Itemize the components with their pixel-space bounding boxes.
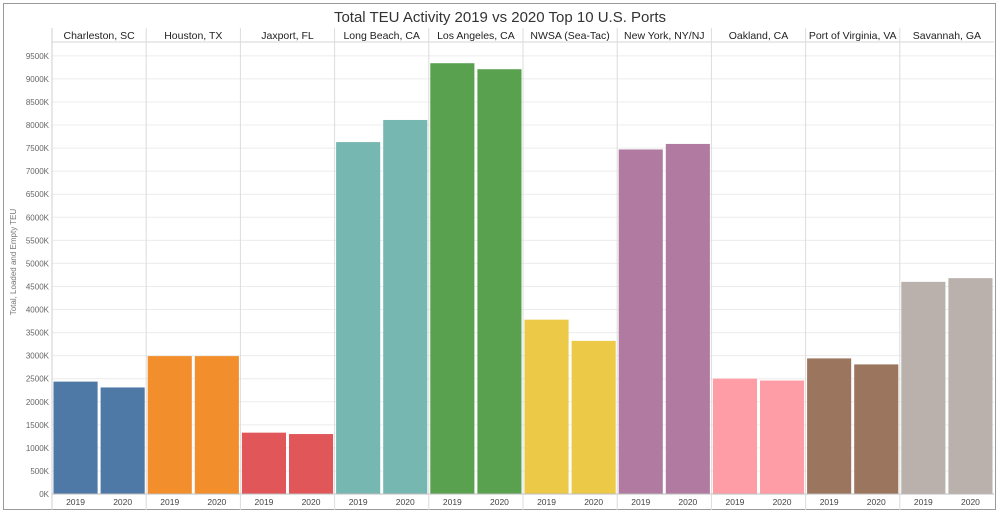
y-tick-label: 8000K: [26, 121, 50, 130]
port-header: New York, NY/NJ: [624, 30, 705, 42]
x-tick-label: 2020: [396, 497, 415, 507]
x-tick-label: 2019: [631, 497, 650, 507]
x-tick-label: 2020: [207, 497, 226, 507]
bar[interactable]: [854, 364, 899, 494]
y-axis-label: Total, Loaded and Empty TEU: [9, 208, 18, 315]
bar[interactable]: [618, 149, 663, 494]
x-tick-label: 2019: [160, 497, 179, 507]
y-tick-label: 7000K: [26, 167, 50, 176]
x-tick-label: 2019: [349, 497, 368, 507]
x-tick-label: 2019: [725, 497, 744, 507]
y-tick-label: 5500K: [26, 236, 50, 245]
x-tick-label: 2020: [302, 497, 321, 507]
port-header: Charleston, SC: [63, 30, 135, 42]
bar[interactable]: [289, 434, 334, 494]
x-tick-label: 2020: [584, 497, 603, 507]
x-tick-label: 2019: [820, 497, 839, 507]
port-header: Jaxport, FL: [261, 30, 314, 42]
x-tick-label: 2020: [867, 497, 886, 507]
y-tick-label: 3500K: [26, 329, 50, 338]
x-tick-label: 2019: [254, 497, 273, 507]
y-tick-label: 500K: [30, 467, 49, 476]
bar[interactable]: [477, 69, 522, 494]
x-tick-label: 2019: [443, 497, 462, 507]
x-tick-label: 2020: [773, 497, 792, 507]
chart-title: Total TEU Activity 2019 vs 2020 Top 10 U…: [334, 9, 666, 26]
port-header: Long Beach, CA: [343, 30, 419, 42]
bar[interactable]: [241, 432, 286, 494]
y-tick-label: 4500K: [26, 282, 50, 291]
x-tick-label: 2019: [914, 497, 933, 507]
y-tick-label: 3000K: [26, 352, 50, 361]
bar[interactable]: [100, 387, 145, 494]
y-tick-label: 9500K: [26, 52, 50, 61]
y-tick-label: 6500K: [26, 190, 50, 199]
port-header: Oakland, CA: [729, 30, 789, 42]
y-tick-label: 2000K: [26, 398, 50, 407]
x-tick-label: 2019: [66, 497, 85, 507]
bar[interactable]: [524, 319, 569, 494]
y-tick-label: 8500K: [26, 98, 50, 107]
y-tick-label: 9000K: [26, 75, 50, 84]
x-tick-label: 2020: [113, 497, 132, 507]
y-tick-label: 5000K: [26, 259, 50, 268]
y-tick-label: 2500K: [26, 375, 50, 384]
x-tick-label: 2020: [678, 497, 697, 507]
bar[interactable]: [948, 278, 993, 494]
bar[interactable]: [571, 340, 616, 494]
bar[interactable]: [147, 356, 192, 494]
port-header: Los Angeles, CA: [437, 30, 515, 42]
y-tick-label: 6000K: [26, 213, 50, 222]
bar[interactable]: [194, 356, 239, 494]
y-tick-label: 4000K: [26, 306, 50, 315]
bars: [53, 63, 993, 495]
bar[interactable]: [760, 380, 805, 494]
bar[interactable]: [336, 142, 381, 495]
y-tick-label: 0K: [39, 490, 49, 499]
bar[interactable]: [383, 119, 428, 495]
bar[interactable]: [807, 358, 852, 494]
x-tick-label: 2020: [490, 497, 509, 507]
bar[interactable]: [53, 381, 98, 494]
port-header: Port of Virginia, VA: [809, 30, 897, 42]
bar[interactable]: [901, 281, 946, 494]
bar[interactable]: [712, 378, 757, 494]
port-header: NWSA (Sea-Tac): [530, 30, 609, 42]
y-tick-label: 7500K: [26, 144, 50, 153]
x-tick-label: 2019: [537, 497, 556, 507]
port-header: Savannah, GA: [913, 30, 981, 42]
y-tick-label: 1000K: [26, 444, 50, 453]
port-header: Houston, TX: [164, 30, 222, 42]
axes: 0K 500K 1000K 1500K 2000K 2500K 3000K 3500K 4000…: [26, 28, 994, 510]
bar[interactable]: [665, 143, 710, 495]
x-tick-label: 2020: [961, 497, 980, 507]
y-tick-label: 1500K: [26, 421, 50, 430]
bar[interactable]: [430, 63, 475, 494]
